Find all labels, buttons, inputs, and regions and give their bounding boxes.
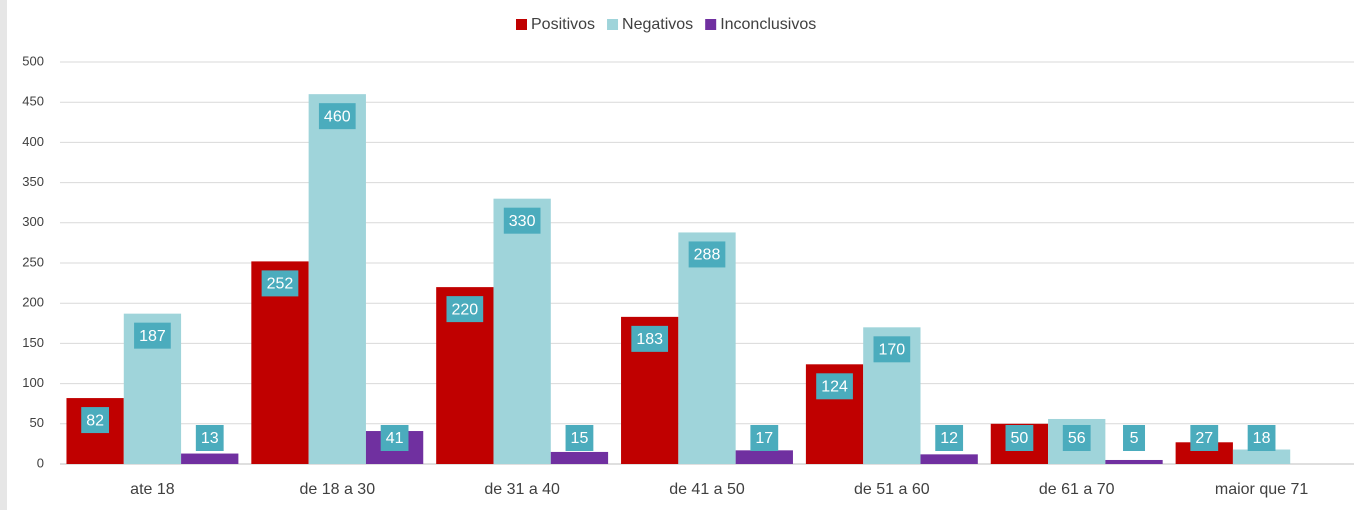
value-label-box <box>688 241 726 268</box>
value-label-box <box>873 336 911 363</box>
left-edge <box>0 0 7 510</box>
legend-label: Positivos <box>531 16 595 33</box>
legend-label: Negativos <box>622 16 693 33</box>
value-label: 330 <box>509 213 536 230</box>
bar <box>678 232 736 464</box>
bar <box>1105 459 1163 464</box>
value-label: 12 <box>940 430 958 447</box>
y-tick-label: 350 <box>22 174 44 189</box>
y-tick-label: 450 <box>22 94 44 109</box>
value-label: 17 <box>755 430 773 447</box>
x-tick-label: ate 18 <box>130 481 175 498</box>
legend-swatch <box>705 19 717 30</box>
bar <box>550 451 609 464</box>
value-label: 56 <box>1068 430 1086 447</box>
bar <box>308 94 366 464</box>
x-tick-label: de 51 a 60 <box>854 481 930 498</box>
value-label: 220 <box>451 301 478 318</box>
value-label: 170 <box>879 342 906 359</box>
y-tick-label: 0 <box>37 455 44 470</box>
value-label: 13 <box>201 430 219 447</box>
value-label-box <box>1247 425 1276 451</box>
value-label: 82 <box>86 412 104 429</box>
value-label-box <box>134 322 171 349</box>
value-label: 252 <box>267 276 294 293</box>
value-label-box <box>261 270 299 297</box>
value-label-box <box>81 407 110 434</box>
value-label-box <box>1190 425 1219 451</box>
value-label-box <box>1123 425 1146 451</box>
value-label-box <box>935 425 964 451</box>
value-label-box <box>380 425 409 451</box>
value-label: 50 <box>1011 430 1029 447</box>
value-label-box <box>1005 425 1034 451</box>
value-label: 124 <box>821 379 848 396</box>
legend-swatch <box>607 19 619 30</box>
x-tick-label: de 41 a 50 <box>669 481 745 498</box>
y-tick-label: 250 <box>22 254 44 269</box>
bar <box>735 450 793 464</box>
value-label-box <box>750 425 779 451</box>
value-label: 187 <box>139 328 166 345</box>
value-label-box <box>318 103 356 130</box>
bar <box>1175 442 1233 464</box>
legend-label: Inconclusivos <box>720 16 816 33</box>
bar <box>181 453 239 464</box>
y-tick-label: 200 <box>22 295 44 310</box>
value-label: 288 <box>694 247 721 264</box>
value-label: 5 <box>1130 430 1139 447</box>
y-tick-label: 400 <box>22 134 44 149</box>
value-label-box <box>631 325 669 352</box>
y-tick-label: 150 <box>22 335 44 350</box>
bar <box>920 454 978 464</box>
x-tick-label: de 31 a 40 <box>484 481 560 498</box>
y-tick-label: 500 <box>22 53 44 68</box>
value-label: 15 <box>571 430 589 447</box>
value-label: 27 <box>1195 430 1213 447</box>
y-tick-label: 100 <box>22 375 44 390</box>
value-label-box <box>816 373 853 400</box>
legend-swatch <box>516 19 527 30</box>
value-label-box <box>446 296 484 323</box>
value-label: 18 <box>1253 430 1271 447</box>
value-label-box <box>195 425 224 451</box>
bar <box>493 198 551 464</box>
x-tick-label: de 61 a 70 <box>1039 481 1115 498</box>
value-label: 460 <box>324 108 351 125</box>
value-label-box <box>1062 425 1091 451</box>
value-label-box <box>565 425 594 451</box>
x-tick-label: maior que 71 <box>1215 481 1308 498</box>
value-label: 183 <box>636 331 663 348</box>
y-tick-label: 50 <box>30 415 44 430</box>
x-tick-label: de 18 a 30 <box>299 481 375 498</box>
value-label-box <box>503 207 541 234</box>
value-label: 41 <box>386 430 404 447</box>
y-tick-label: 300 <box>22 214 44 229</box>
bar <box>1232 449 1291 464</box>
